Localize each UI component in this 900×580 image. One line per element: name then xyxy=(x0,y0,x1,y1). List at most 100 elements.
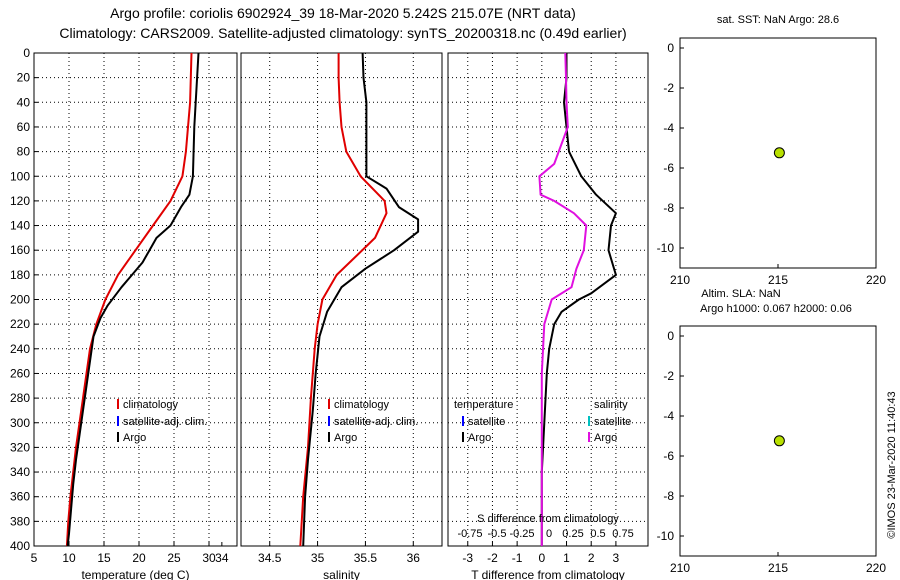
legend-t-argo-label: Argo xyxy=(468,432,491,444)
legend-argo-label: Argo xyxy=(123,432,146,444)
legend-t-argo-swatch xyxy=(462,432,464,442)
legend-argo-swatch xyxy=(117,432,119,442)
x-axis-label: salinity xyxy=(323,568,360,580)
y-tick-label: -6 xyxy=(663,161,674,175)
y-tick-label: 120 xyxy=(10,194,30,208)
x-tick-label: 220 xyxy=(866,273,886,287)
profile-location-marker xyxy=(773,147,785,159)
x-tick-label: 34.5 xyxy=(258,551,282,565)
y-tick-label: 280 xyxy=(10,391,30,405)
top-axis-label: S difference from climatology xyxy=(477,513,619,525)
series-line-argo xyxy=(302,52,420,547)
y-tick-label: -2 xyxy=(663,81,674,95)
x-tick-label: 2 xyxy=(588,551,595,565)
map-panel-1: 0 -2 -4 -6 -8 -10 210 215 220 sat. SST: NaN Argo:… xyxy=(657,14,887,287)
y-tick-label: 380 xyxy=(10,514,30,528)
y-tick-label: -4 xyxy=(663,121,674,135)
y-tick-label: 340 xyxy=(10,465,30,479)
x-tick-label: -1 xyxy=(512,551,523,565)
y-tick-label: 0 xyxy=(23,46,30,60)
y-tick-label: 200 xyxy=(10,293,30,307)
legend-argo-label: Argo xyxy=(334,432,357,444)
top-axis-tick-label: -0.75 xyxy=(457,528,482,540)
map-panel-2: 0 -2 -4 -6 -8 -10 210 215 220 Altim. SLA: NaN Argo… xyxy=(657,288,887,575)
y-tick-label: 180 xyxy=(10,268,30,282)
y-tick-label: 140 xyxy=(10,219,30,233)
x-tick-label: 15 xyxy=(97,551,111,565)
y-tick-label: -10 xyxy=(657,241,675,255)
x-tick-label: 35.5 xyxy=(354,551,378,565)
x-tick-label: -2 xyxy=(487,551,498,565)
y-tick-label: -2 xyxy=(663,369,674,383)
top-axis-tick-label: 0.75 xyxy=(612,528,633,540)
y-tick-label: 400 xyxy=(10,539,30,553)
legend-climatology-swatch xyxy=(117,399,119,409)
legend-salinity-title: salinity xyxy=(594,399,628,411)
y-tick-label: 80 xyxy=(17,145,31,159)
x-tick-label: 25 xyxy=(167,551,181,565)
y-tick-label: -8 xyxy=(663,201,674,215)
top-axis-tick-label: -0.5 xyxy=(488,528,507,540)
x-tick-label: 210 xyxy=(670,273,690,287)
legend-satellite-swatch xyxy=(328,416,330,426)
x-tick-label: 20 xyxy=(132,551,146,565)
x-tick-label: 34 xyxy=(215,551,229,565)
profile-panel-3: -3 -2 -1 0 1 2 3 T difference from climatology S… xyxy=(447,52,649,580)
title-line-2: Climatology: CARS2009. Satellite-adjuste… xyxy=(59,25,626,41)
x-axis-label: T difference from climatology xyxy=(471,568,625,580)
legend-s-argo-label: Argo xyxy=(594,432,617,444)
y-tick-label: 360 xyxy=(10,490,30,504)
x-axis-label: temperature (deg C) xyxy=(81,568,189,580)
series-line-argo xyxy=(66,52,200,547)
x-tick-label: 215 xyxy=(768,561,788,575)
top-axis-tick-label: 0.5 xyxy=(590,528,605,540)
y-tick-label: 60 xyxy=(17,120,31,134)
y-tick-label: 160 xyxy=(10,243,30,257)
profile-location-marker xyxy=(773,435,785,447)
x-tick-label: 210 xyxy=(670,561,690,575)
x-tick-label: 35 xyxy=(311,551,325,565)
legend-s-argo-swatch xyxy=(588,432,590,442)
x-tick-label: 1 xyxy=(563,551,570,565)
y-tick-label: 260 xyxy=(10,366,30,380)
top-axis-tick-label: 0.25 xyxy=(562,528,583,540)
legend-s-satellite-swatch xyxy=(588,416,590,426)
x-tick-label: 5 xyxy=(31,551,38,565)
title-line-1: Argo profile: coriolis 6902924_39 18-Mar… xyxy=(110,5,576,21)
legend-argo-swatch xyxy=(328,432,330,442)
y-tick-label: 240 xyxy=(10,342,30,356)
timestamp: ©IMOS 23-Mar-2020 11:40:43 xyxy=(886,391,898,538)
legend-s-satellite-label: satellite xyxy=(594,416,631,428)
map-title: Altim. SLA: NaN xyxy=(701,288,781,300)
x-tick-label: 3 xyxy=(613,551,620,565)
x-tick-label: 10 xyxy=(62,551,76,565)
y-tick-label: 300 xyxy=(10,416,30,430)
top-axis-tick-label: 0 xyxy=(546,528,552,540)
series-line-climatology xyxy=(299,53,388,547)
legend-satellite-label: satellite-adj. clim. xyxy=(123,416,207,428)
y-tick-label: -10 xyxy=(657,529,675,543)
y-tick-label: -6 xyxy=(663,449,674,463)
legend-t-satellite-label: satellite xyxy=(468,416,505,428)
series-line-s-difference xyxy=(538,52,588,546)
x-tick-label: 30 xyxy=(202,551,216,565)
profile-panel-2: 34 34.5 35 35.5 36 salinity climatology satelli… xyxy=(215,52,443,580)
y-tick-label: 0 xyxy=(667,41,674,55)
y-tick-label: 40 xyxy=(17,95,31,109)
y-tick-label: 220 xyxy=(10,317,30,331)
map-subtitle: Argo h1000: 0.067 h2000: 0.06 xyxy=(700,303,852,315)
legend-t-satellite-swatch xyxy=(462,416,464,426)
x-tick-label: -3 xyxy=(462,551,473,565)
y-tick-label: 0 xyxy=(667,329,674,343)
y-tick-label: -4 xyxy=(663,409,674,423)
y-tick-label: 320 xyxy=(10,440,30,454)
profile-panel-1: 5 10 15 20 25 30 temperature (deg C) 0 20 40 60 80 1… xyxy=(10,46,238,580)
x-tick-label: 215 xyxy=(768,273,788,287)
legend-climatology-label: climatology xyxy=(334,399,390,411)
legend-climatology-label: climatology xyxy=(123,399,179,411)
series-line-climatology xyxy=(65,52,193,547)
x-tick-label: 220 xyxy=(866,561,886,575)
y-tick-label: -8 xyxy=(663,489,674,503)
legend-temperature-title: temperature xyxy=(454,399,513,411)
